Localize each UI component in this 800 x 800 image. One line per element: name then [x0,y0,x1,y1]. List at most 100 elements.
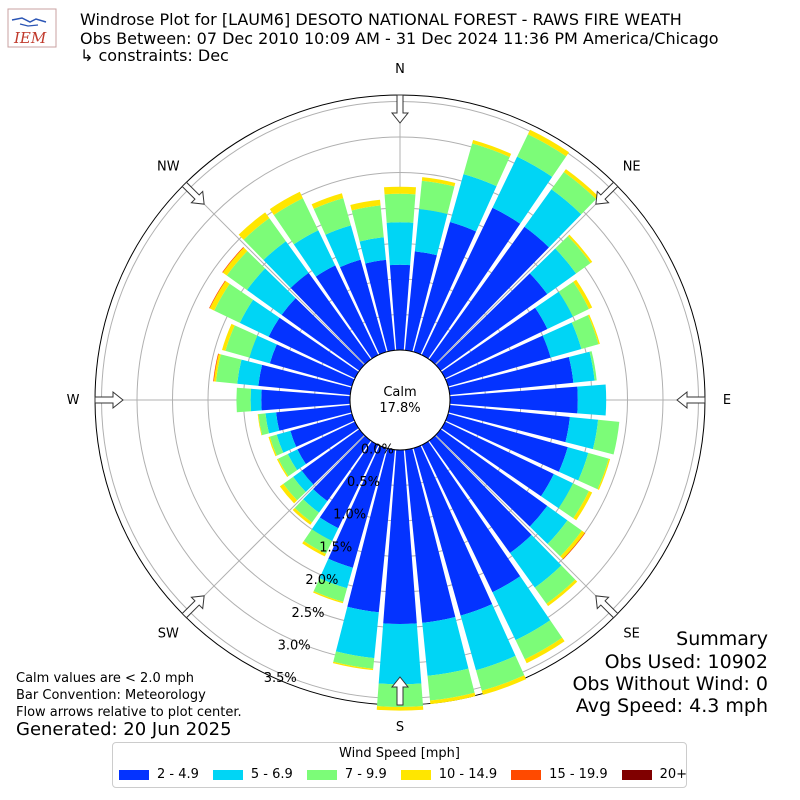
windrose-bar-segment [529,248,577,295]
direction-label-n: N [395,62,405,77]
legend-swatch [511,769,542,780]
windrose-bar-segment [222,247,244,273]
windrose-bar-segment [276,458,289,477]
windrose-bar-segment [278,454,298,477]
flow-arrow-n [390,94,410,124]
radial-tick-label: 2.0% [305,573,338,588]
generated-date: Generated: 20 Jun 2025 [16,719,232,740]
windrose-bar-segment [562,532,586,560]
calm-circle [349,349,451,451]
windrose-bar-segment [389,264,411,351]
flow-arrow-s [390,676,410,706]
windrose-bar-segment [351,205,384,242]
windrose-bar-segment [429,692,476,705]
windrose-bar-segment [547,520,582,557]
bar-convention-note: Bar Convention: Meteorology [16,688,206,703]
windrose-bar-segment [413,221,477,355]
windrose-bar-segment [419,180,455,214]
windrose-bar-segment [281,298,365,371]
svg-text:IEM: IEM [13,29,47,47]
windrose-bar-segment [573,490,593,521]
windrose-bar-segment [571,315,599,350]
iem-logo: IEM [7,8,57,48]
windrose-bar-segment [246,268,296,315]
windrose-bar-segment [577,384,607,416]
direction-label-sw: SW [158,627,179,642]
windrose-bar-segment [427,668,475,701]
flow-arrow-se [595,595,619,619]
windrose-bar-segment [542,322,582,358]
windrose-bar-segment [339,259,387,355]
chart-constraints: ↳ constraints: Dec [80,46,229,65]
windrose-bar-segment [529,505,568,545]
windrose-bar-segment [568,351,595,383]
windrose-bar-segment [265,412,280,434]
direction-label-s: S [396,720,404,735]
flow-note: Flow arrows relative to plot center. [16,705,242,720]
arrow-shape [181,181,205,205]
windrose-bar-segment [448,356,574,396]
windrose-bar-segment [315,265,379,359]
windrose-bar-segment [449,386,578,414]
windrose-bar-segment [376,706,424,711]
legend-label: 7 - 9.9 [344,767,387,782]
legend-label: 5 - 6.9 [250,767,293,782]
windrose-bar-segment [445,413,568,472]
windrose-bar-segment [492,156,553,224]
windrose-bar-segment [222,247,248,276]
chart-title: Windrose Plot for [LAUM6] DESOTO NATIONA… [80,10,682,29]
windrose-bar-segment [313,591,344,604]
legend-items: 2 - 4.9 5 - 6.9 7 - 9.9 10 - 14.9 15 - 19.9 2… [119,767,701,782]
windrose-bar-segment [313,198,351,235]
legend: Wind Speed [mph] 2 - 4.9 5 - 6.9 7 - 9.9 10… [112,742,687,788]
windrose-bar-segment [541,474,574,509]
flow-arrow-e [676,390,706,410]
legend-swatch [621,769,652,780]
direction-label-nw: NW [157,159,180,174]
legend-item: 5 - 6.9 [212,767,293,782]
windrose-bar-segment [290,272,371,365]
windrose-bar-segment [258,413,269,436]
legend-label: 10 - 14.9 [438,767,498,782]
windrose-bar-segment [450,174,497,232]
windrose-bar-segment [313,435,371,502]
windrose-bar-segment [558,483,590,519]
windrose-bar-segment [302,541,326,557]
windrose-bar-segment [297,421,359,465]
windrose-bar-segment [546,579,578,607]
windrose-bar-segment [567,234,593,264]
windrose-bar-segment [239,299,280,337]
windrose-bar-segment [221,323,235,351]
windrose-bar-segment [261,389,351,411]
windrose-bar-segment [492,576,551,641]
windrose-bar-segment [258,364,352,396]
windrose-bar-segment [283,476,306,501]
legend-title: Wind Speed [mph] [339,746,460,761]
calm-note: Calm values are < 2.0 mph [16,671,195,686]
windrose-bar-segment [313,578,348,602]
windrose-bar-segment [472,139,512,158]
windrose-bar-segment [429,226,549,365]
windrose-bar-segment [551,172,597,215]
radial-tick-label: 3.5% [264,671,297,686]
windrose-bar-segment [276,430,297,453]
flow-arrow-nw [181,181,205,205]
windrose-bar-segment [311,517,339,542]
legend-label: 2 - 4.9 [157,767,199,782]
windrose-bar-segment [263,241,309,288]
direction-label-w: W [67,393,80,408]
legend-label: 15 - 19.9 [549,767,608,782]
windrose-bar-segment [587,314,600,345]
legend-swatch [212,769,243,780]
windrose-bar-segment [273,198,319,245]
arrow-shape [390,94,410,124]
windrose-bar-segment [213,353,219,382]
legend-swatch [306,769,337,780]
windrose-bar-segment [279,483,298,504]
windrose-bar-segment [435,273,548,371]
windrose-bar-segment [422,617,469,676]
windrose-bar-segment [527,129,570,157]
windrose-bar-segment [563,169,599,200]
windrose-bar-segment [311,193,344,209]
grid-spoke [183,435,365,617]
